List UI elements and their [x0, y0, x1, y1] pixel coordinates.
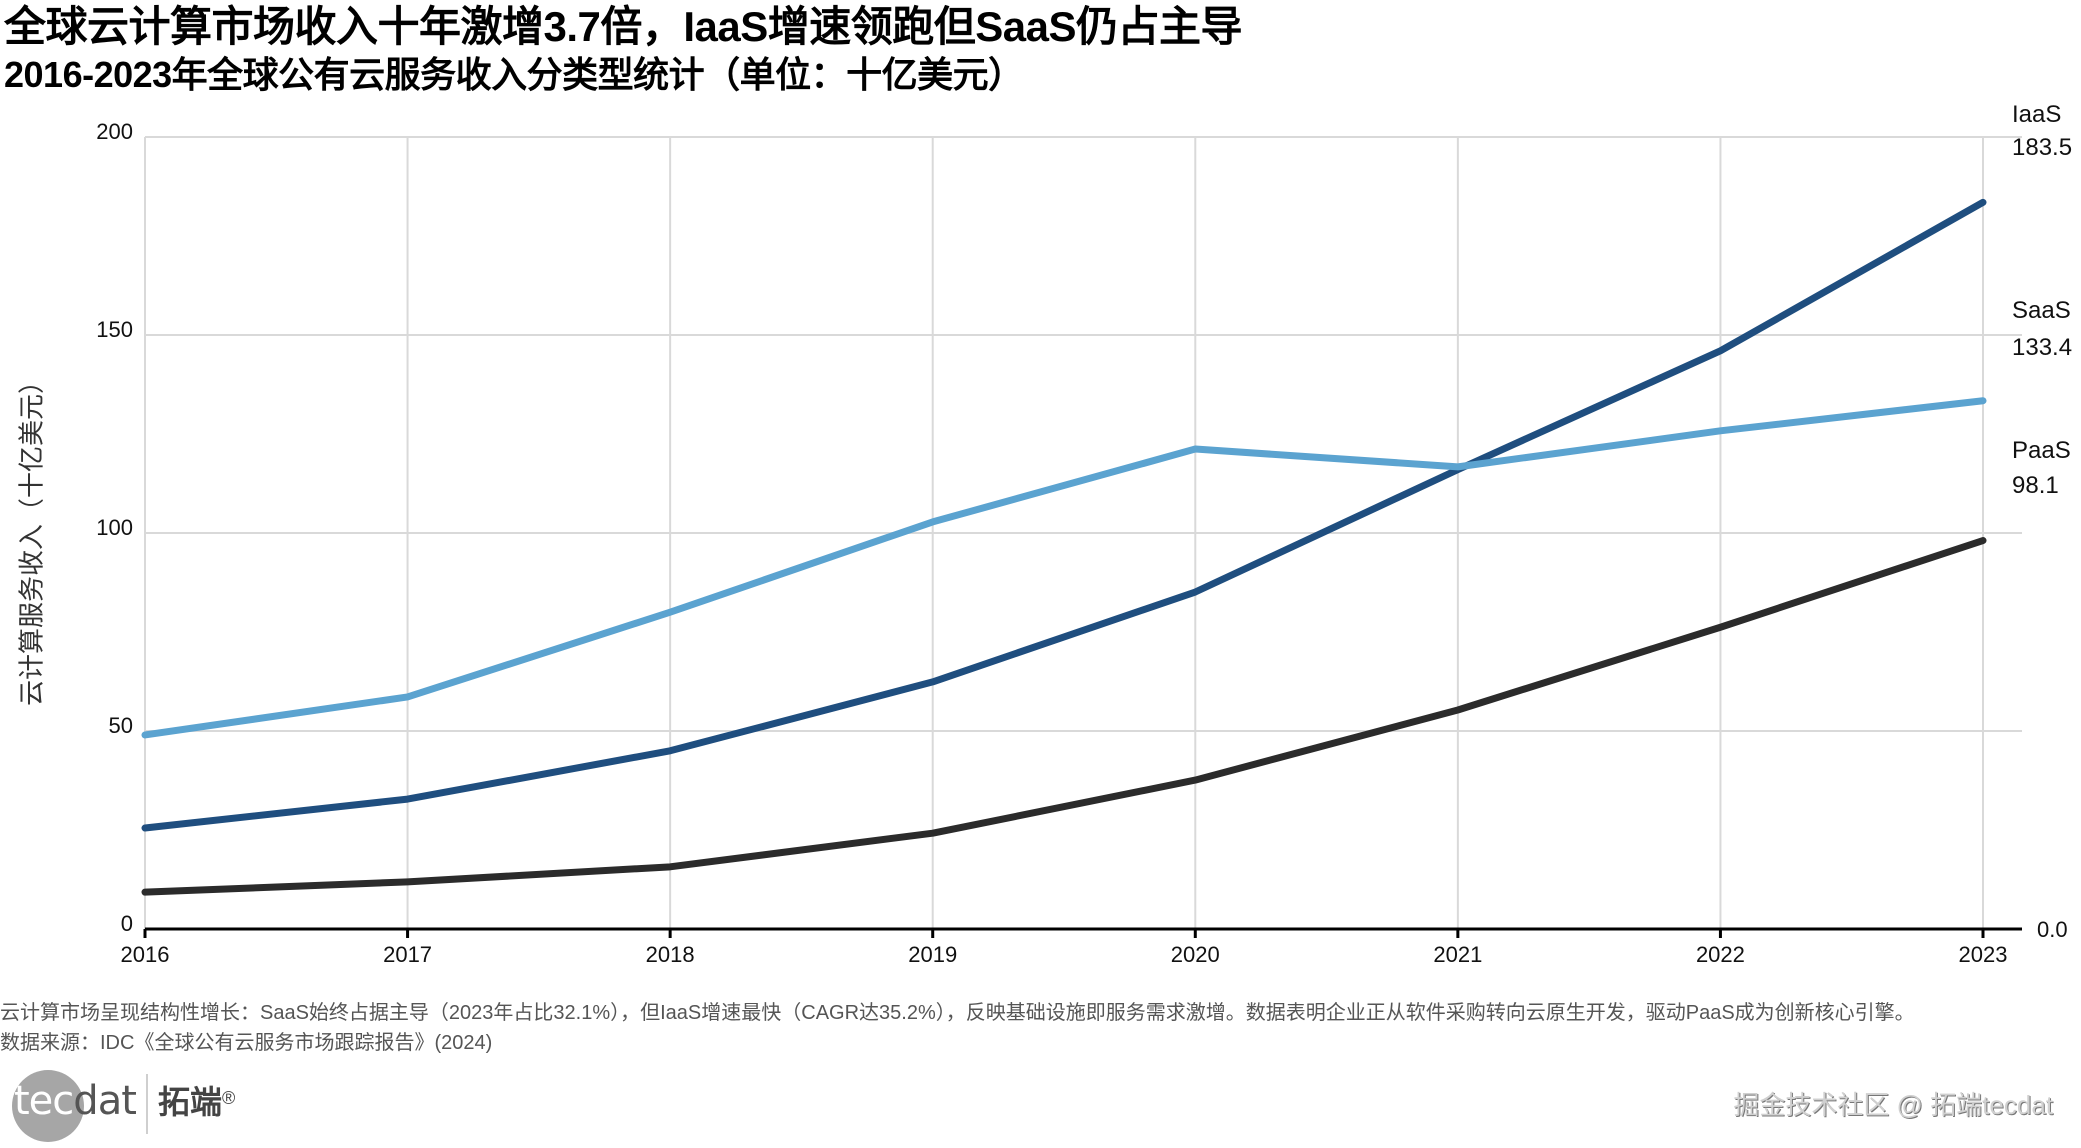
x-tick-label: 2021 — [1433, 942, 1482, 967]
y-tick-label: 50 — [109, 713, 133, 738]
logo-chinese: 拓端® — [158, 1082, 235, 1122]
chart-title: 全球云计算市场收入十年激增3.7倍，IaaS增速领跑但SaaS仍占主导 — [4, 3, 1243, 50]
end-labels: IaaS 183.5 SaaS 133.4 PaaS 98.1 — [2012, 101, 2072, 499]
y-tick-label: 100 — [96, 515, 133, 540]
series-line-saas — [141, 397, 1987, 739]
logo-wordmark: tecdat — [14, 1076, 137, 1126]
x-tick-label: 2016 — [121, 942, 170, 967]
series-label-saas: SaaS — [2012, 297, 2071, 324]
data-source: 数据来源：IDC《全球公有云服务市场跟踪报告》(2024) — [0, 1032, 493, 1054]
x-tick-label: 2023 — [1959, 942, 2008, 967]
x-tick-label: 2020 — [1171, 942, 1220, 967]
chart-subtitle: 2016-2023年全球公有云服务收入分类型统计（单位：十亿美元） — [4, 54, 1024, 95]
x-axis: 2016 2017 2018 2019 2020 2021 2022 2023 0.0 — [121, 917, 2068, 967]
y-axis-ticks: 0 50 100 150 200 — [96, 119, 133, 936]
x-tick-label: 2017 — [383, 942, 432, 967]
logo-circle — [12, 1070, 84, 1142]
series-label-iaas: IaaS — [2012, 101, 2061, 128]
x-tick-label: 2019 — [908, 942, 957, 967]
y-tick-label: 150 — [96, 317, 133, 342]
series-end-value-saas: 133.4 — [2012, 334, 2072, 361]
y-tick-label: 200 — [96, 119, 133, 144]
logo-dat: dat — [73, 1078, 137, 1124]
chart-caption: 云计算市场呈现结构性增长：SaaS始终占据主导（2023年占比32.1%），但I… — [0, 1002, 1915, 1024]
series-end-value-paas: 98.1 — [2012, 472, 2059, 499]
logo-divider — [146, 1074, 148, 1134]
series-line-paas — [141, 537, 1987, 896]
secondary-axis-label: 0.0 — [2037, 917, 2068, 942]
gridlines — [144, 136, 2022, 929]
tecdat-logo: tecdat 拓端® — [4, 1064, 264, 1144]
watermark: 掘金技术社区 @ 拓端tecdat — [1733, 1090, 2053, 1120]
logo-tec: tec — [14, 1078, 74, 1124]
series-lines — [141, 198, 1987, 896]
series-end-value-iaas: 183.5 — [2012, 134, 2072, 161]
x-tick-label: 2018 — [646, 942, 695, 967]
registered-mark: ® — [222, 1088, 236, 1108]
logo-cn-text: 拓端 — [158, 1084, 223, 1120]
y-tick-label: 0 — [121, 911, 133, 936]
x-tick-label: 2022 — [1696, 942, 1745, 967]
y-axis-label: 云计算服务收入（十亿美元） — [17, 367, 48, 707]
series-label-paas: PaaS — [2012, 437, 2071, 464]
series-line-iaas — [141, 198, 1987, 832]
